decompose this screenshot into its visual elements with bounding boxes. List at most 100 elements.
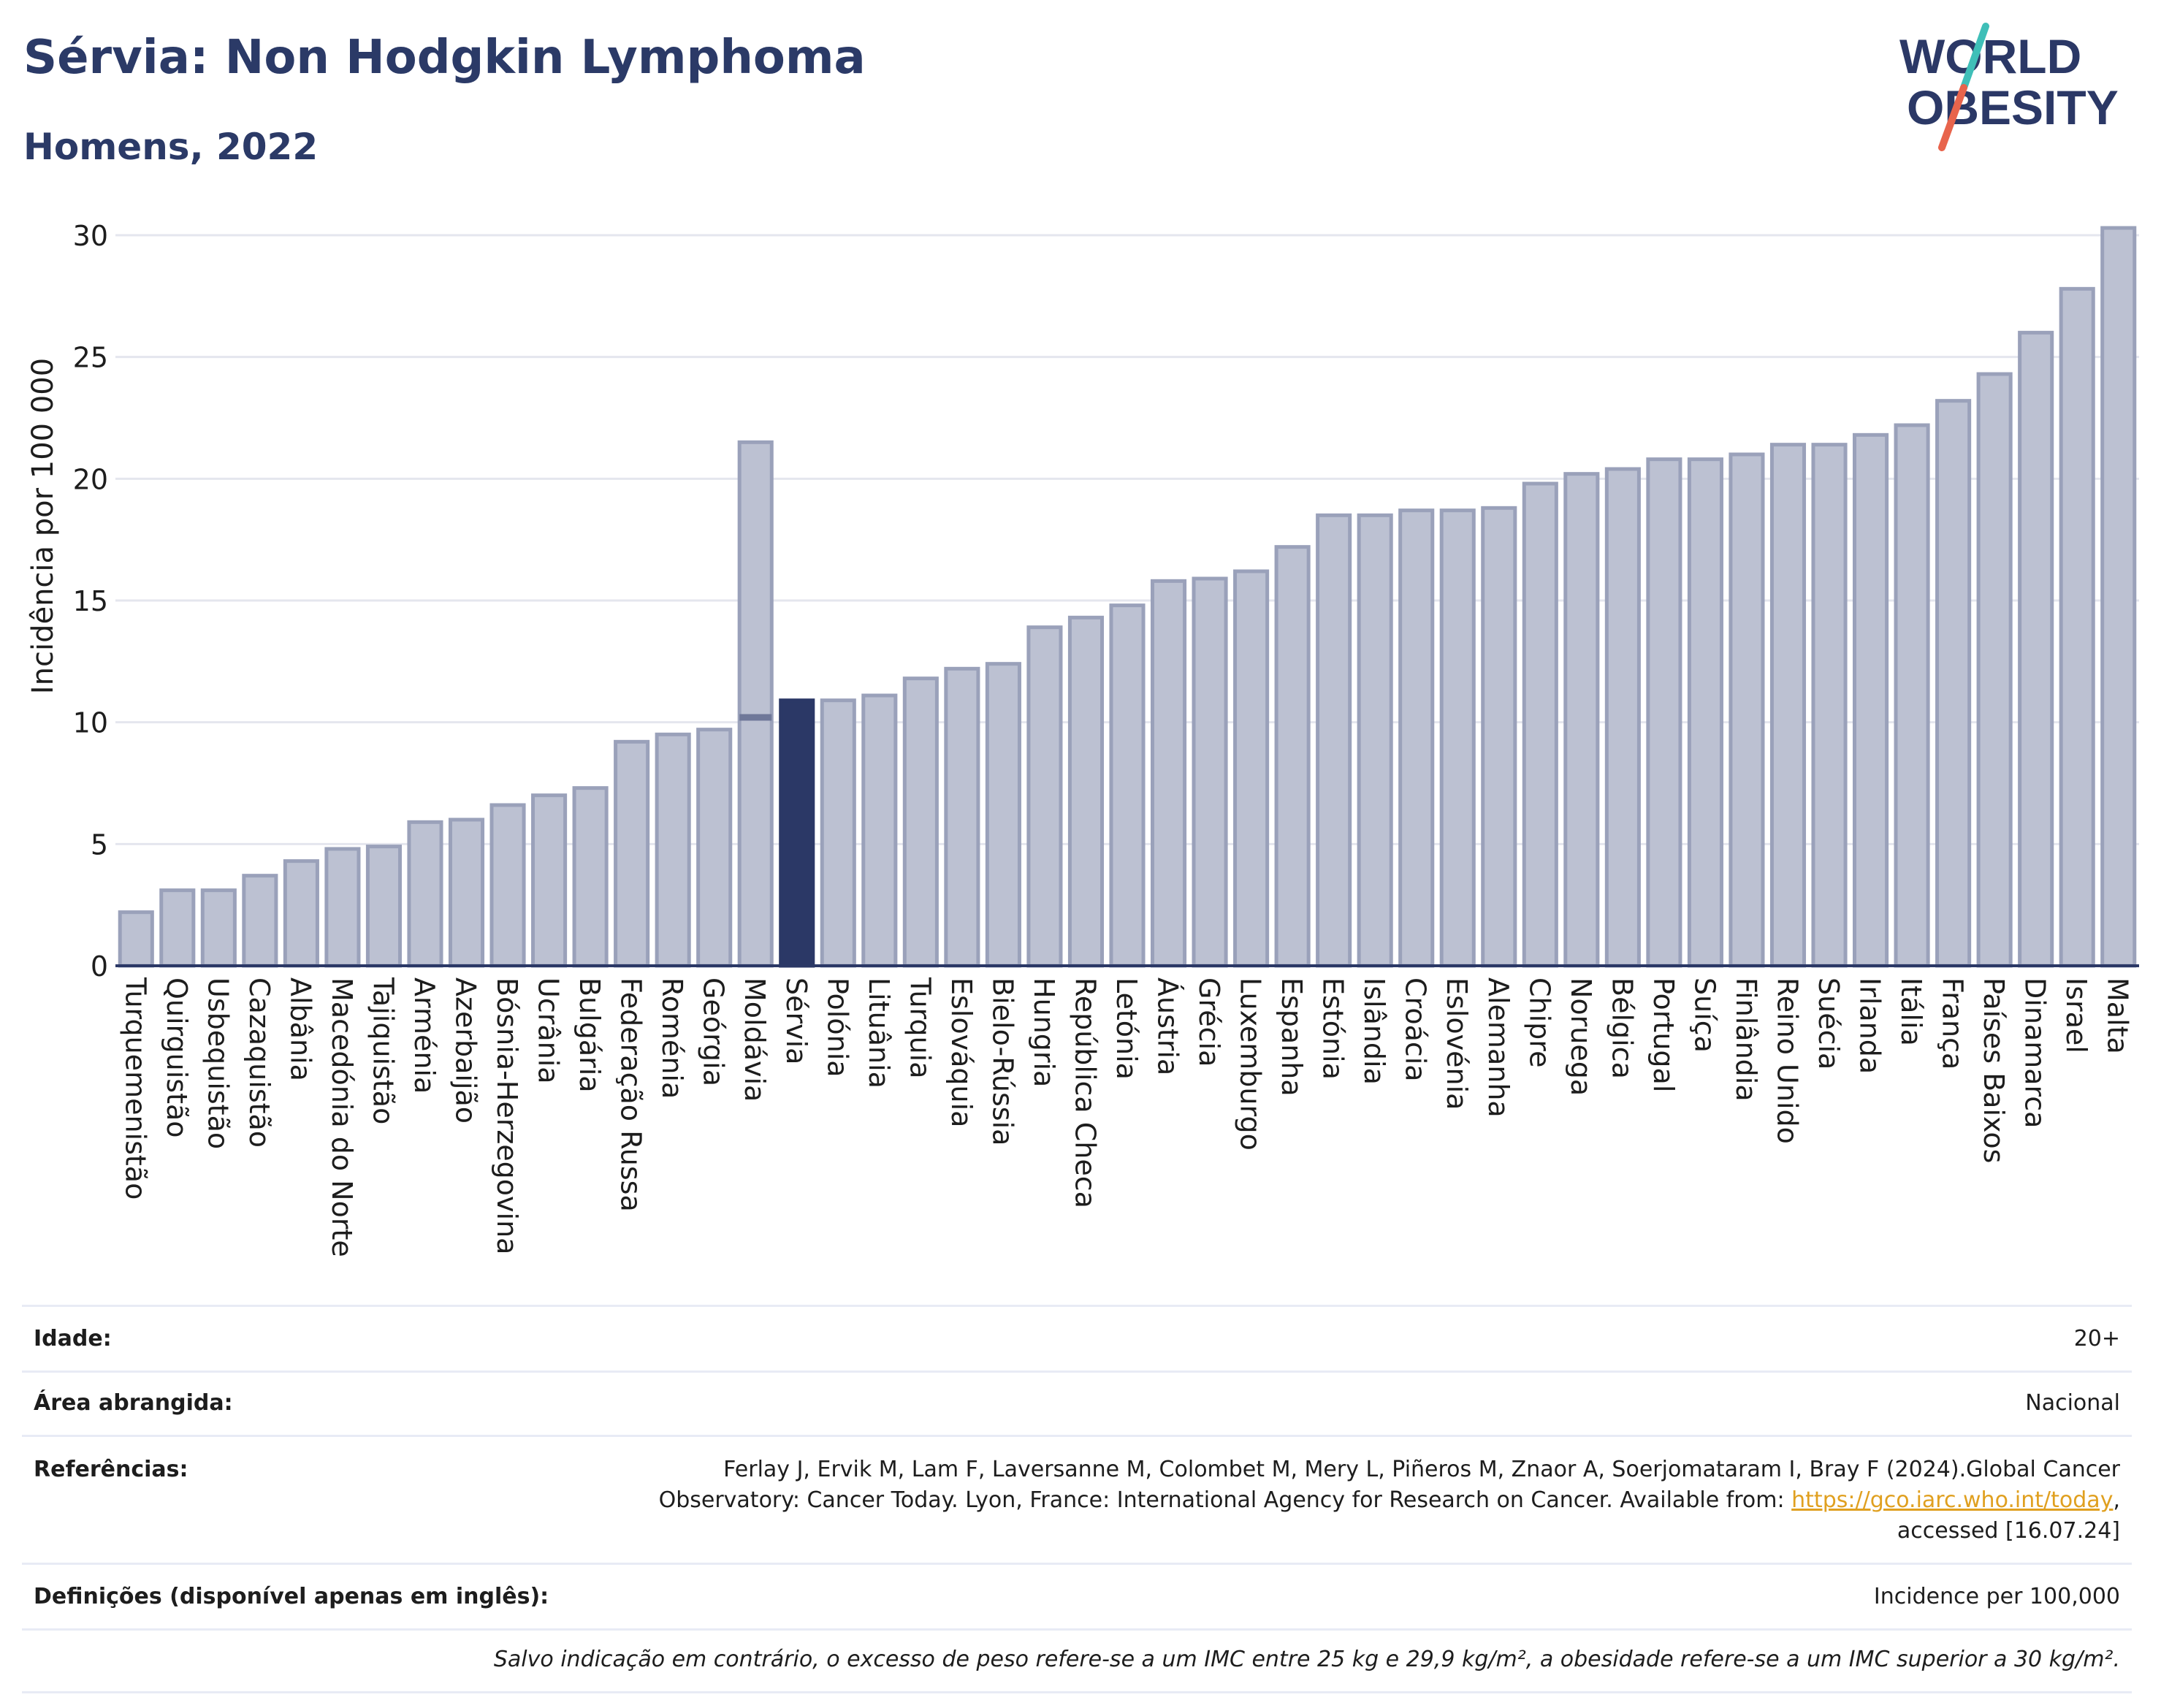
x-tick-label: Islândia <box>1358 977 1390 1085</box>
x-tick-label: Portugal <box>1647 977 1680 1092</box>
bar-turquia <box>902 676 939 968</box>
bar-litu-nia <box>861 693 898 968</box>
bar-luxemburgo <box>1233 569 1270 968</box>
bar-espanha <box>1274 545 1311 968</box>
bar-su-a <box>1687 457 1723 968</box>
y-axis-label: Incidência por 100 000 <box>26 358 60 694</box>
references-text: Ferlay J, Ervik M, Lam F, Laversanne M, … <box>658 1457 2120 1544</box>
logo-slash-teal <box>1960 23 1989 91</box>
x-tick-label: Arménia <box>408 977 441 1094</box>
x-tick-label: Suíça <box>1688 977 1720 1053</box>
bar-b-snia-herzegovina <box>489 803 526 968</box>
bar-portugal <box>1646 457 1682 968</box>
y-axis-ticks: 0 5 10 15 20 25 30 <box>73 220 108 983</box>
bar-let-nia <box>1109 603 1146 968</box>
x-tick-label: Macedónia do Norte <box>326 977 358 1257</box>
x-tick-label: Irlanda <box>1854 977 1886 1074</box>
y-tick-label: 30 <box>73 220 108 252</box>
x-tick-label: Espanha <box>1276 977 1308 1097</box>
reference-line-1: Ferlay J, Ervik M, Lam F, Laversanne M, … <box>723 1457 2120 1482</box>
x-tick-label: Moldávia <box>739 977 771 1102</box>
x-tick-label: Países Baixos <box>1978 977 2010 1163</box>
x-tick-label: Geórgia <box>698 977 730 1086</box>
logo-text-world: WORLD <box>1899 29 2081 83</box>
info-row-definitions: Definições (disponível apenas em inglês)… <box>22 1563 2132 1628</box>
bar-b-lgica <box>1604 467 1641 968</box>
bar-azerbaij-o <box>448 817 485 968</box>
x-tick-label: Suécia <box>1813 977 1845 1070</box>
reference-line-2: Observatory: Cancer Today. Lyon, France:… <box>658 1487 1785 1513</box>
bar-mold-via <box>737 440 774 968</box>
reference-link[interactable]: https://gco.iarc.who.int/today <box>1791 1487 2114 1513</box>
bar-bulg-ria <box>572 786 609 968</box>
x-tick-label: Grécia <box>1193 977 1225 1067</box>
bar-rom-nia <box>655 732 691 968</box>
bar-turquemenist-o <box>118 910 154 968</box>
bar-su-cia <box>1811 443 1848 968</box>
info-row-age: Idade: 20+ <box>22 1305 2132 1370</box>
bar-fran-a <box>1935 399 1972 968</box>
y-tick-label: 0 <box>91 950 108 983</box>
bar-hungria <box>1026 625 1063 968</box>
bar-reino-unido <box>1769 443 1807 968</box>
info-table: Idade: 20+ Área abrangida: Nacional Refe… <box>22 1305 2132 1693</box>
bar-est-nia <box>1316 513 1352 968</box>
x-tick-label: Áustria <box>1152 977 1184 1075</box>
x-tick-label: Noruega <box>1565 977 1597 1096</box>
y-tick-label: 10 <box>73 707 108 739</box>
x-tick-label: Reino Unido <box>1771 977 1803 1144</box>
x-tick-label: Turquia <box>904 977 936 1079</box>
bar-quirguist-o <box>159 888 196 968</box>
bar-malta <box>2100 226 2137 968</box>
reference-line-3: accessed [16.07.24] <box>1897 1518 2120 1544</box>
bar-usbequist-o <box>200 888 237 968</box>
x-tick-label: Letónia <box>1110 977 1143 1080</box>
info-row-references: Referências: Ferlay J, Ervik M, Lam F, L… <box>22 1435 2132 1563</box>
x-tick-label: Chipre <box>1523 977 1555 1067</box>
x-tick-label: Israel <box>2060 977 2092 1053</box>
x-tick-label: Eslováquia <box>945 977 977 1127</box>
bar--ustria <box>1150 579 1187 968</box>
bar-maced-nia-do-norte <box>324 847 361 968</box>
bar-eslov-nia <box>1439 508 1476 968</box>
bar-bielo-r-ssia <box>985 662 1021 968</box>
x-tick-label: Alemanha <box>1482 977 1514 1118</box>
y-tick-label: 15 <box>73 585 108 617</box>
bar-alemanha <box>1481 506 1517 968</box>
x-tick-label: Hungria <box>1028 977 1060 1087</box>
bar-cro-cia <box>1398 508 1435 968</box>
chart-title: Sérvia: Non Hodgkin Lymphoma <box>23 31 866 85</box>
x-tick-label: Cazaquistão <box>243 977 275 1148</box>
bar-ucr-nia <box>531 793 568 968</box>
x-tick-label: França <box>1937 977 1969 1070</box>
x-tick-label: Croácia <box>1400 977 1432 1082</box>
footnote: Salvo indicação em contrário, o excesso … <box>22 1628 2132 1693</box>
x-tick-label: Tajiquistão <box>367 977 399 1124</box>
bar-pol-nia <box>820 698 856 968</box>
x-tick-label: Luxemburgo <box>1235 977 1267 1151</box>
bar-finl-ndia <box>1729 452 1765 968</box>
info-row-area: Área abrangida: Nacional <box>22 1370 2132 1435</box>
x-tick-label: Eslovénia <box>1441 977 1473 1110</box>
logo-text-obesity: OBESITY <box>1907 80 2119 134</box>
age-label: Idade: <box>34 1326 112 1351</box>
references-label: Referências: <box>34 1457 188 1482</box>
x-tick-label: Bélgica <box>1606 977 1638 1079</box>
x-tick-label: Bósnia-Herzegovina <box>491 977 523 1254</box>
definitions-value: Incidence per 100,000 <box>1873 1584 2120 1609</box>
y-tick-label: 20 <box>73 463 108 495</box>
x-tick-label: Usbequistão <box>202 977 234 1149</box>
bar-irlanda <box>1853 432 1889 968</box>
age-value: 20+ <box>2073 1326 2120 1351</box>
chart-subtitle: Homens, 2022 <box>23 126 319 168</box>
logo-slash-red <box>1938 84 1967 151</box>
bar-isl-ndia <box>1357 513 1393 968</box>
bar-tajiquist-o <box>365 845 402 968</box>
bar-s-rvia <box>779 698 815 968</box>
x-tick-label: Roménia <box>656 977 688 1099</box>
x-tick-label: Malta <box>2102 977 2134 1054</box>
y-tick-label: 25 <box>73 342 108 374</box>
x-tick-label: Dinamarca <box>2019 977 2051 1128</box>
bar-alb-nia <box>283 859 319 968</box>
bar-pa-ses-baixos <box>1976 372 2013 968</box>
